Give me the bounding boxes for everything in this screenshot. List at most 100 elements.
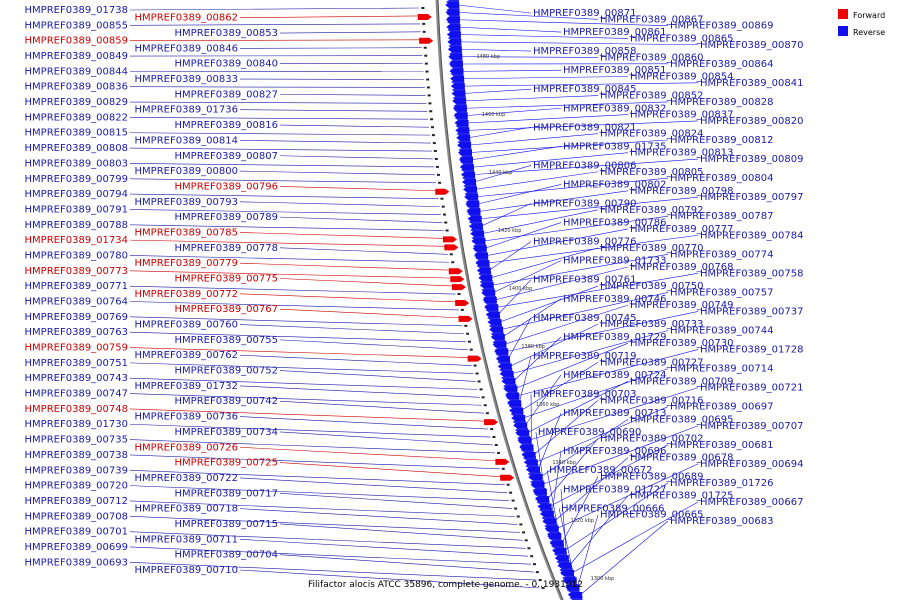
- gene-label-hmpref0389-00809: HMPREF0389_00809: [700, 154, 803, 165]
- connector-line: [129, 193, 439, 199]
- reverse-gene-arrow: [525, 464, 539, 468]
- reverse-gene-arrow: [456, 136, 470, 140]
- connector-line: [129, 562, 537, 581]
- reverse-gene-arrow: [496, 356, 510, 360]
- reverse-gene-arrow: [446, 0, 459, 4]
- gene-label-hmpref0389-00793: HMPREF0389_00793: [135, 197, 238, 208]
- connector-line: [493, 260, 562, 293]
- reverse-gene-arrow: [540, 512, 554, 516]
- connector-line: [490, 247, 599, 279]
- gene-label-hmpref0389-00761: HMPREF0389_00761: [533, 275, 636, 286]
- gene-label-hmpref0389-00849: HMPREF0389_00849: [25, 51, 128, 62]
- connector-line: [523, 368, 669, 419]
- connector-line: [470, 146, 562, 161]
- forward-gene-arrow: [417, 13, 432, 20]
- reverse-gene-arrow: [513, 424, 527, 428]
- connector-line: [129, 362, 474, 374]
- connector-line: [129, 224, 444, 231]
- forward-gene-arrow: [484, 419, 499, 426]
- reverse-gene-arrow: [533, 492, 547, 496]
- reverse-gene-tick: [481, 396, 485, 399]
- connector-line: [239, 354, 472, 366]
- reverse-gene-arrow: [468, 220, 482, 224]
- reverse-gene-arrow: [452, 92, 466, 96]
- reverse-gene-arrow: [484, 304, 498, 308]
- connector-line: [279, 278, 454, 287]
- reverse-gene-arrow: [524, 460, 538, 464]
- connector-line: [129, 485, 510, 501]
- connector-line: [239, 47, 422, 49]
- connector-line: [129, 423, 491, 438]
- reverse-gene-tick: [432, 142, 436, 145]
- gene-label-hmpref0389-00715: HMPREF0389_00715: [175, 519, 278, 530]
- gene-label-hmpref0389-01727: HMPREF0389_01727: [563, 484, 666, 495]
- reverse-gene-arrow: [475, 256, 489, 260]
- gene-label-hmpref0389-00704: HMPREF0389_00704: [175, 550, 278, 561]
- reverse-gene-tick: [424, 62, 428, 65]
- connector-line: [129, 178, 437, 184]
- reverse-gene-arrow: [546, 532, 560, 536]
- forward-gene-arrow: [448, 268, 463, 275]
- gene-label-hmpref0389-00743: HMPREF0389_00743: [25, 373, 128, 384]
- connector-line: [279, 400, 484, 414]
- scale-tick-label: 1460 kbp: [482, 112, 506, 118]
- gene-label-hmpref0389-00768: HMPREF0389_00768: [630, 262, 733, 273]
- gene-label-hmpref0389-00744: HMPREF0389_00744: [670, 326, 773, 337]
- reverse-gene-tick: [440, 197, 444, 200]
- gene-label-hmpref0389-00672: HMPREF0389_00672: [549, 465, 652, 476]
- connector-line: [469, 133, 599, 146]
- connector-line: [129, 239, 447, 247]
- connector-line: [279, 186, 438, 192]
- gene-label-hmpref0389-00858: HMPREF0389_00858: [533, 46, 636, 57]
- gene-label-hmpref0389-00865: HMPREF0389_00865: [630, 33, 733, 44]
- forward-gene-arrow: [442, 236, 457, 243]
- reverse-gene-tick: [506, 483, 510, 486]
- reverse-gene-tick: [422, 22, 426, 25]
- gene-label-hmpref0389-00824: HMPREF0389_00824: [600, 129, 703, 140]
- reverse-gene-tick: [519, 523, 523, 526]
- reverse-gene-tick: [469, 348, 473, 351]
- connector-line: [129, 163, 434, 168]
- connector-line: [239, 324, 465, 335]
- gene-label-hmpref0389-00846: HMPREF0389_00846: [135, 43, 238, 54]
- gene-label-hmpref0389-00739: HMPREF0389_00739: [25, 465, 128, 476]
- connector-line: [465, 107, 562, 116]
- connector-line: [477, 184, 562, 205]
- forward-gene-arrow: [451, 284, 466, 291]
- reverse-gene-arrow: [476, 264, 490, 268]
- connector-line: [279, 124, 429, 128]
- gene-label-hmpref0389-00841: HMPREF0389_00841: [700, 78, 803, 89]
- connector-line: [466, 114, 629, 124]
- reverse-gene-arrow: [474, 252, 488, 256]
- gene-label-hmpref0389-01736: HMPREF0389_01736: [135, 105, 238, 116]
- reverse-gene-arrow: [451, 84, 465, 88]
- reverse-gene-tick: [522, 531, 526, 534]
- gene-label-hmpref0389-00860: HMPREF0389_00860: [600, 52, 703, 63]
- reverse-gene-tick: [425, 70, 429, 73]
- gene-label-hmpref0389-00774: HMPREF0389_00774: [670, 249, 773, 260]
- reverse-gene-arrow: [449, 64, 463, 68]
- scale-tick-label: 1360 kbp: [536, 402, 560, 408]
- gene-label-hmpref0389-00769: HMPREF0389_00769: [25, 312, 128, 323]
- connector-line: [279, 308, 461, 319]
- connector-line: [469, 139, 669, 153]
- reverse-gene-arrow: [510, 412, 524, 416]
- connector-line: [479, 196, 699, 220]
- gene-label-hmpref0389-00864: HMPREF0389_00864: [670, 59, 773, 70]
- gene-label-hmpref0389-00722: HMPREF0389_00722: [135, 473, 238, 484]
- reverse-gene-arrow: [500, 372, 514, 376]
- reverse-gene-arrow: [503, 384, 517, 388]
- gene-label-hmpref0389-00867: HMPREF0389_00867: [600, 14, 703, 25]
- reverse-gene-arrow: [541, 516, 555, 520]
- gene-label-hmpref0389-00791: HMPREF0389_00791: [25, 204, 128, 215]
- connector-line: [129, 546, 531, 565]
- reverse-gene-tick: [460, 308, 464, 311]
- reverse-gene-tick: [457, 293, 461, 296]
- connector-line: [239, 416, 489, 430]
- reverse-gene-arrow: [458, 152, 472, 156]
- connector-line: [542, 425, 699, 485]
- gene-label-hmpref0389-00737: HMPREF0389_00737: [700, 306, 803, 317]
- connector-line: [129, 454, 500, 470]
- reverse-gene-arrow: [483, 300, 497, 304]
- reverse-gene-tick: [492, 436, 496, 439]
